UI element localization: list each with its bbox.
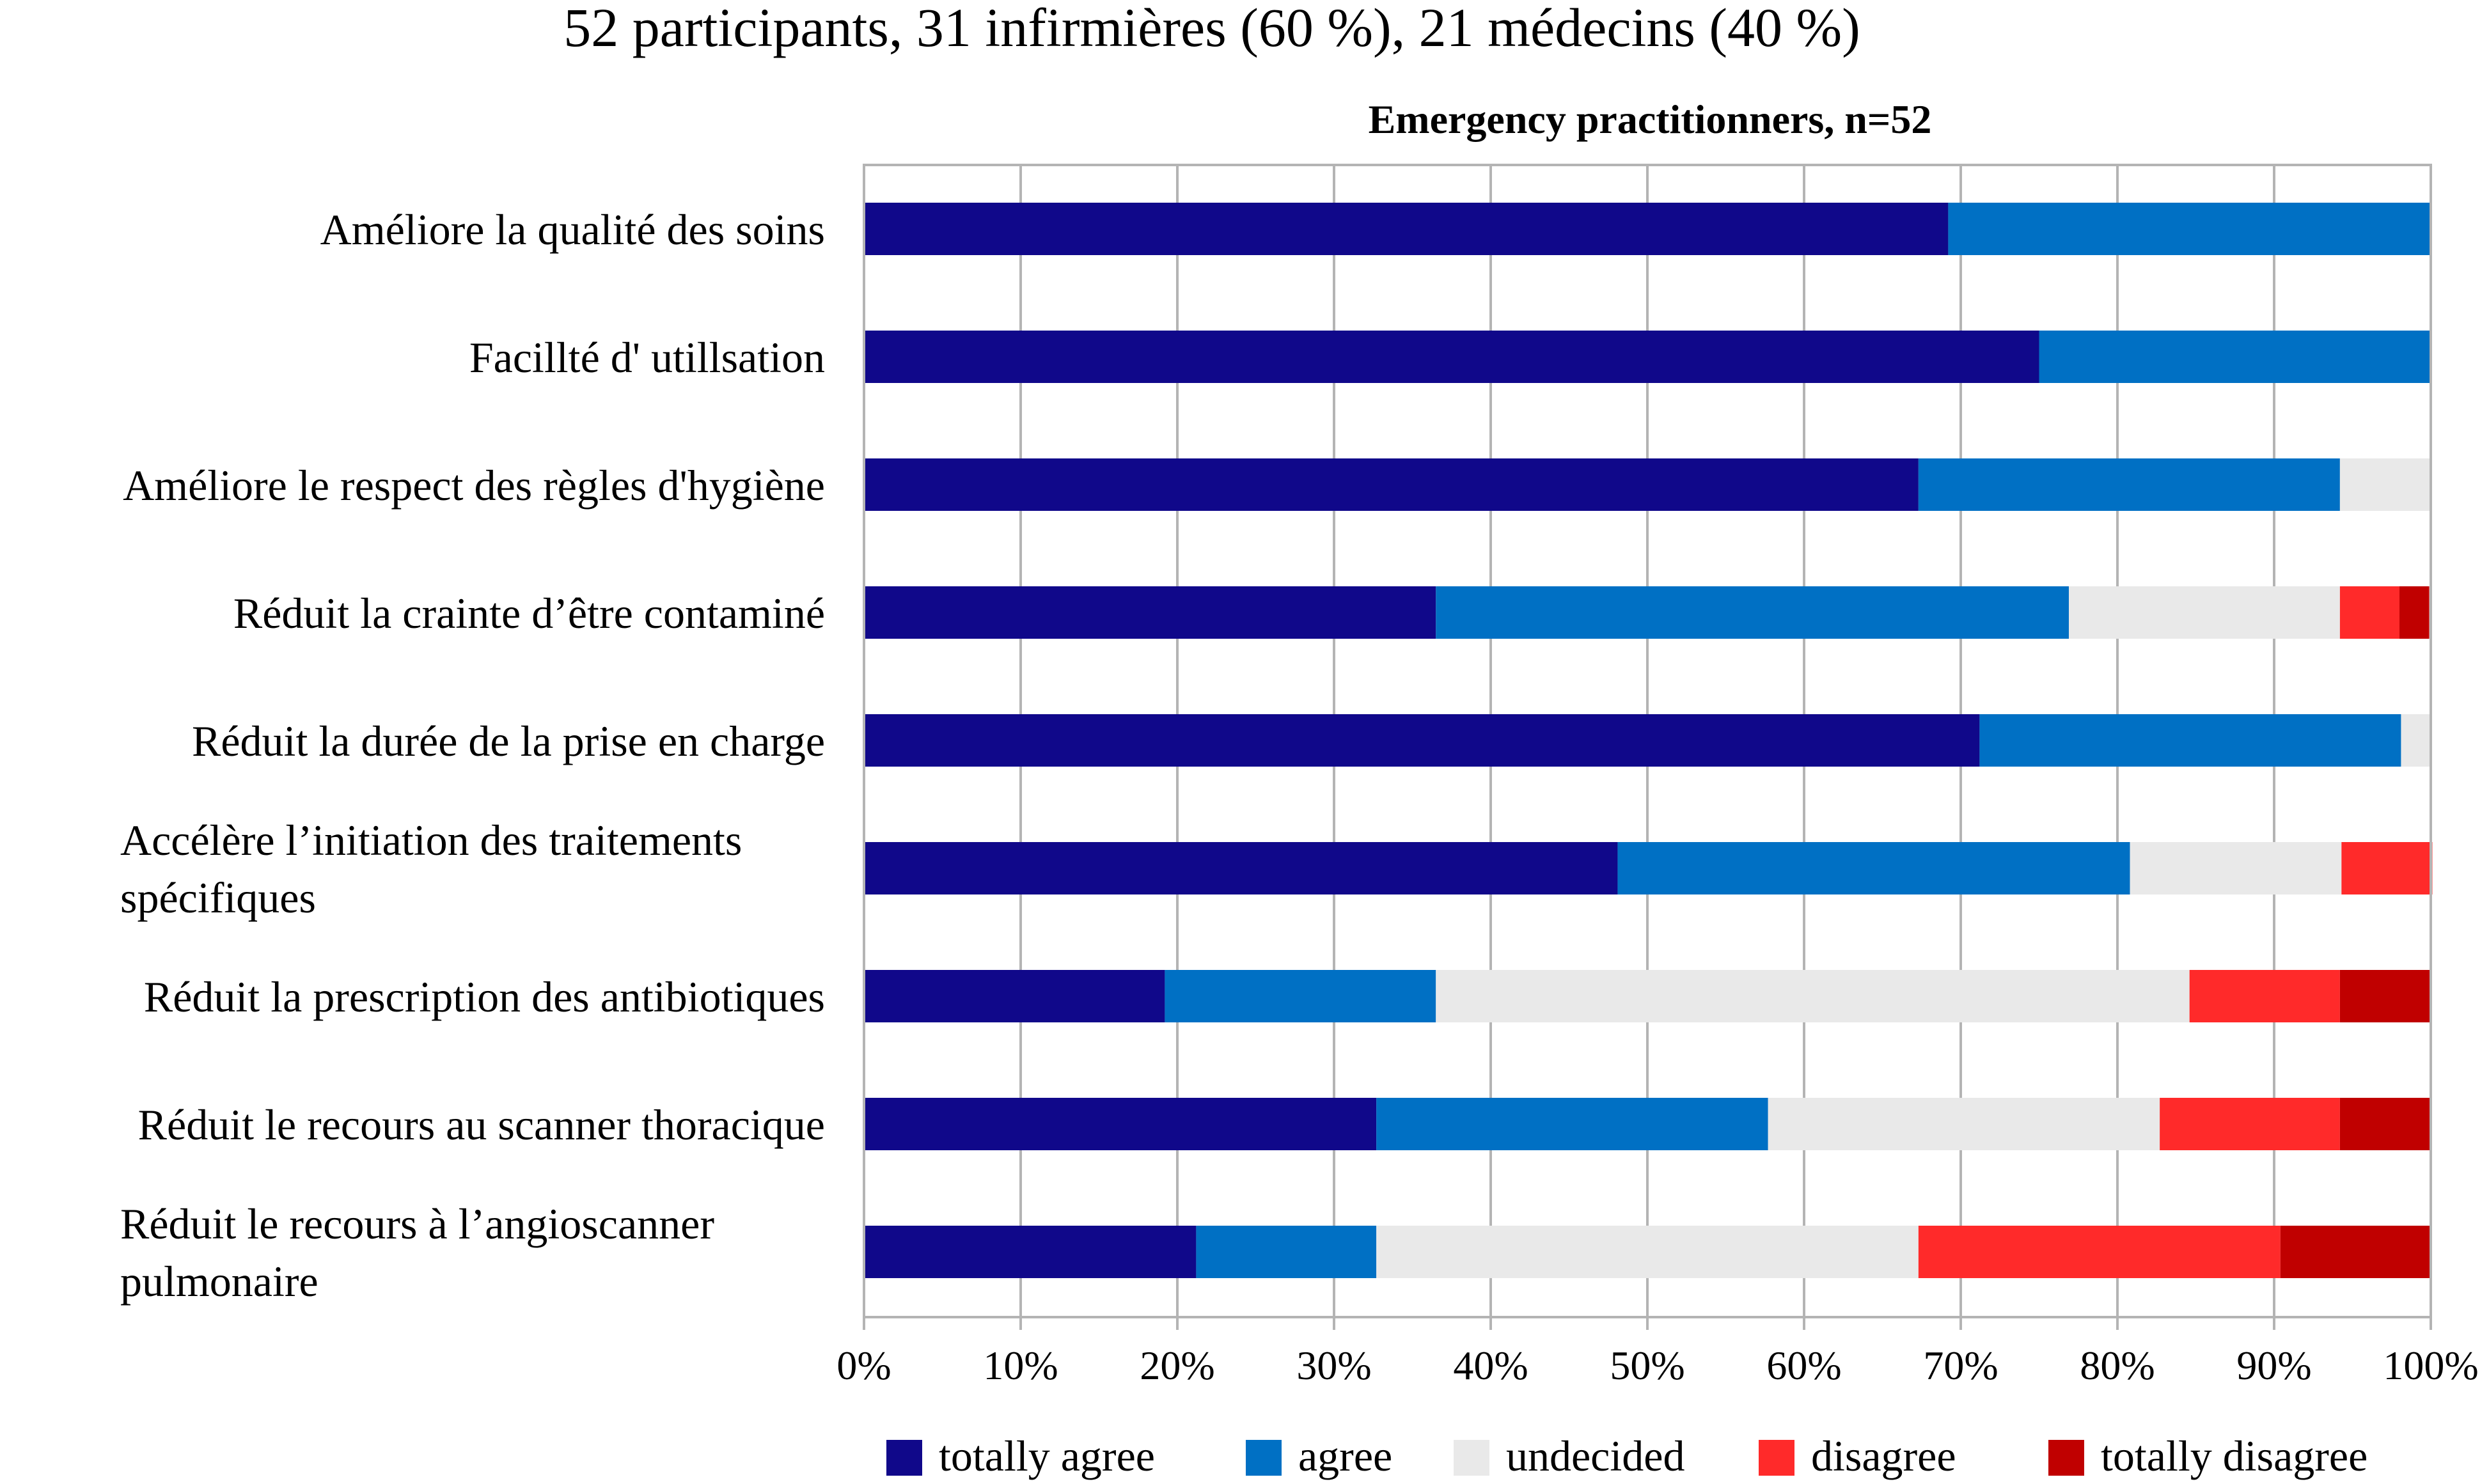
bar-segment bbox=[864, 203, 1949, 255]
category-label: Réduit la crainte d’être contaminé bbox=[233, 589, 825, 637]
bar-segment bbox=[2401, 714, 2431, 767]
bar-segment bbox=[2130, 842, 2342, 894]
legend-swatch bbox=[1246, 1440, 1282, 1476]
legend-swatch bbox=[886, 1440, 922, 1476]
legend-swatch bbox=[1454, 1440, 1489, 1476]
bar-segment bbox=[2339, 1098, 2431, 1150]
bar-segment bbox=[1436, 586, 2069, 639]
bar-segment bbox=[864, 970, 1165, 1022]
bars bbox=[864, 203, 2433, 1278]
legend-label: disagree bbox=[1811, 1432, 1956, 1480]
bar-segment bbox=[864, 1226, 1197, 1278]
bar-segment bbox=[864, 458, 1919, 511]
category-label-line: Accélère l’initiation des traitements bbox=[120, 816, 742, 864]
category-label: Réduit le recours au scanner thoracique bbox=[138, 1100, 825, 1149]
category-label: Réduit la durée de la prise en charge bbox=[192, 717, 825, 765]
bar-segment bbox=[864, 842, 1618, 894]
bar-segment bbox=[2339, 970, 2431, 1022]
category-label-line: Réduit la prescription des antibiotiques bbox=[144, 972, 825, 1021]
bar-segment bbox=[1918, 458, 2340, 511]
x-tick-label: 70% bbox=[1923, 1343, 1998, 1388]
legend-label: totally agree bbox=[939, 1432, 1155, 1480]
bar-segment bbox=[2339, 458, 2431, 511]
x-tick-label: 60% bbox=[1766, 1343, 1841, 1388]
bar-segment bbox=[1617, 842, 2130, 894]
x-tick-label: 40% bbox=[1453, 1343, 1528, 1388]
bar-segment bbox=[2189, 970, 2340, 1022]
bar-segment bbox=[1165, 970, 1436, 1022]
bar-segment bbox=[1376, 1098, 1768, 1150]
bar-segment bbox=[1768, 1098, 2160, 1150]
bar-segment bbox=[2339, 586, 2399, 639]
bar-segment bbox=[1979, 714, 2401, 767]
legend-label: undecided bbox=[1506, 1432, 1684, 1480]
category-label: Améliore le respect des règles d'hygiène bbox=[123, 461, 825, 510]
category-label-line: Réduit le recours à l’angioscanner bbox=[120, 1199, 714, 1248]
category-label-line: Facillté d' utillsation bbox=[469, 333, 825, 382]
x-tick-label: 20% bbox=[1140, 1343, 1214, 1388]
bar-segment bbox=[2160, 1098, 2340, 1150]
bar-segment bbox=[1436, 970, 2190, 1022]
category-label-line: Réduit le recours au scanner thoracique bbox=[138, 1100, 825, 1149]
category-labels: Améliore la qualité des soins Facillté d'… bbox=[120, 205, 825, 1306]
x-tick-labels: 0% 10% 20% 30% 40% 50% 60% 70% 80% 90% 100% bbox=[836, 1343, 2478, 1388]
x-tick-label: 0% bbox=[836, 1343, 891, 1388]
bar-segment bbox=[1948, 203, 2431, 255]
category-label-line: Réduit la crainte d’être contaminé bbox=[233, 589, 825, 637]
legend-label: agree bbox=[1298, 1432, 1392, 1480]
category-label-line: spécifiques bbox=[120, 873, 316, 922]
bar-segment bbox=[2399, 586, 2430, 639]
x-tick-label: 80% bbox=[2080, 1343, 2155, 1388]
bar-segment bbox=[864, 331, 2039, 383]
legend-swatch bbox=[1759, 1440, 1794, 1476]
bar-segment bbox=[1196, 1226, 1377, 1278]
category-label-line: Améliore le respect des règles d'hygiène bbox=[123, 461, 825, 510]
category-label-line: pulmonaire bbox=[120, 1257, 318, 1306]
bar-segment bbox=[864, 714, 1980, 767]
category-label: Réduit le recours à l’angioscanner pulmon… bbox=[120, 1199, 714, 1306]
bar-segment bbox=[864, 1098, 1377, 1150]
bar-segment bbox=[2280, 1226, 2431, 1278]
category-label: Accélère l’initiation des traitements spé… bbox=[120, 816, 742, 922]
legend-swatch bbox=[2048, 1440, 2084, 1476]
category-label: Améliore la qualité des soins bbox=[320, 205, 825, 254]
x-tick-label: 90% bbox=[2236, 1343, 2311, 1388]
bar-segment bbox=[2341, 842, 2433, 894]
x-tick-label: 30% bbox=[1296, 1343, 1371, 1388]
legend: totally agree agree undecided disagree total… bbox=[886, 1432, 2367, 1480]
bar-segment bbox=[2039, 331, 2431, 383]
plot-area-border bbox=[863, 164, 2432, 1318]
category-label-line: Réduit la durée de la prise en charge bbox=[192, 717, 825, 765]
x-tick-label: 10% bbox=[983, 1343, 1058, 1388]
bar-segment bbox=[2069, 586, 2340, 639]
chart-subtitle: Emergency practitionners, n=52 bbox=[1369, 97, 1932, 142]
x-tick-label: 50% bbox=[1610, 1343, 1684, 1388]
legend-label: totally disagree bbox=[2101, 1432, 2367, 1480]
category-label: Réduit la prescription des antibiotiques bbox=[144, 972, 825, 1021]
category-label: Facillté d' utillsation bbox=[469, 333, 825, 382]
bar-segment bbox=[864, 586, 1436, 639]
x-tick-label: 100% bbox=[2383, 1343, 2478, 1388]
bar-segment bbox=[1376, 1226, 1919, 1278]
category-label-line: Améliore la qualité des soins bbox=[320, 205, 825, 254]
bar-segment bbox=[1918, 1226, 2281, 1278]
chart-title: 52 participants, 31 infirmières (60 %), … bbox=[563, 0, 1860, 58]
